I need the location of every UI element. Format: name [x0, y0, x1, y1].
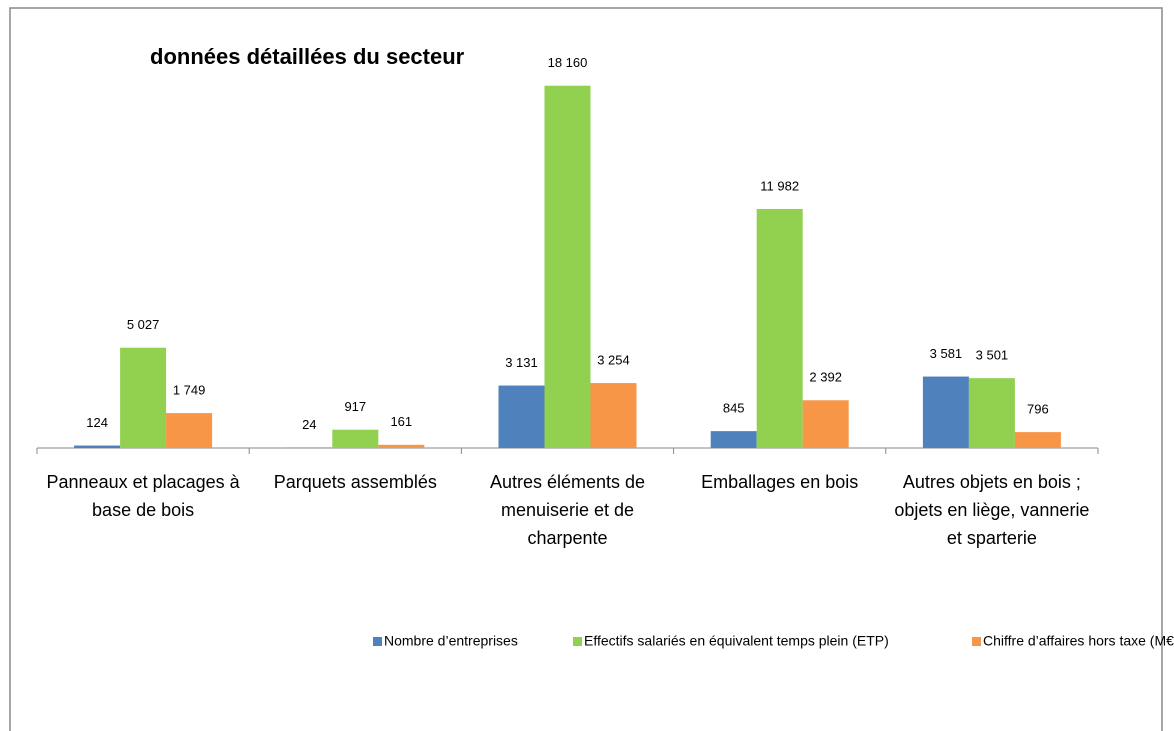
data-label: 3 581	[930, 346, 963, 361]
data-label: 11 982	[760, 178, 799, 193]
data-label: 24	[302, 417, 316, 432]
bar	[590, 383, 637, 448]
data-label: 161	[390, 414, 412, 429]
legend-label: Nombre d’entreprises	[384, 633, 518, 649]
data-label: 124	[86, 415, 108, 430]
chart-frame	[9, 7, 1163, 731]
x-tick-label: Autres éléments de menuiserie et de char…	[489, 472, 646, 548]
data-label: 1 749	[173, 383, 206, 398]
x-tick-label: Emballages en bois	[701, 472, 859, 492]
data-label: 5 027	[127, 317, 160, 332]
legend-swatch	[972, 637, 981, 646]
legend-label: Effectifs salariés en équivalent temps p…	[584, 633, 889, 649]
bar	[544, 85, 591, 448]
x-tick-label: Panneaux et placages à base de bois	[46, 472, 240, 520]
bar	[710, 431, 757, 448]
data-label: 917	[344, 399, 366, 414]
data-label: 2 392	[809, 370, 842, 385]
bar	[166, 413, 213, 448]
legend-swatch	[373, 637, 382, 646]
data-label: 18 160	[548, 55, 588, 70]
data-label: 3 501	[976, 348, 1009, 363]
legend-swatch	[573, 637, 582, 646]
data-label: 796	[1027, 402, 1049, 417]
bar	[120, 347, 167, 448]
bar	[332, 429, 379, 448]
bar	[756, 208, 803, 448]
x-tick-label: Autres objets en bois ; objets en liège,…	[894, 472, 1090, 548]
data-label: 3 131	[505, 355, 538, 370]
bar	[922, 376, 969, 448]
x-tick-label: Parquets assemblés	[273, 472, 437, 492]
bar	[802, 400, 849, 448]
bar	[1014, 432, 1061, 448]
bar	[968, 378, 1015, 448]
bar	[498, 385, 545, 448]
data-label: 3 254	[597, 353, 630, 368]
legend-label: Chiffre d’affaires hors taxe (M€)	[983, 633, 1174, 649]
bar	[74, 445, 121, 448]
chart-title: données détaillées du secteur	[150, 44, 465, 69]
bar	[378, 444, 425, 448]
data-label: 845	[723, 401, 745, 416]
